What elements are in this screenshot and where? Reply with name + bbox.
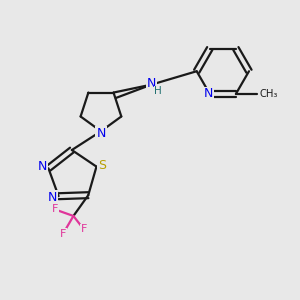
Text: S: S <box>98 159 106 172</box>
Text: H: H <box>154 86 162 96</box>
Text: N: N <box>96 127 106 140</box>
Text: F: F <box>60 229 66 239</box>
Text: N: N <box>147 76 156 90</box>
Text: N: N <box>38 160 47 173</box>
Text: N: N <box>47 191 57 204</box>
Text: F: F <box>52 204 58 214</box>
Text: CH₃: CH₃ <box>260 88 278 99</box>
Text: N: N <box>204 87 213 101</box>
Text: F: F <box>81 224 87 234</box>
